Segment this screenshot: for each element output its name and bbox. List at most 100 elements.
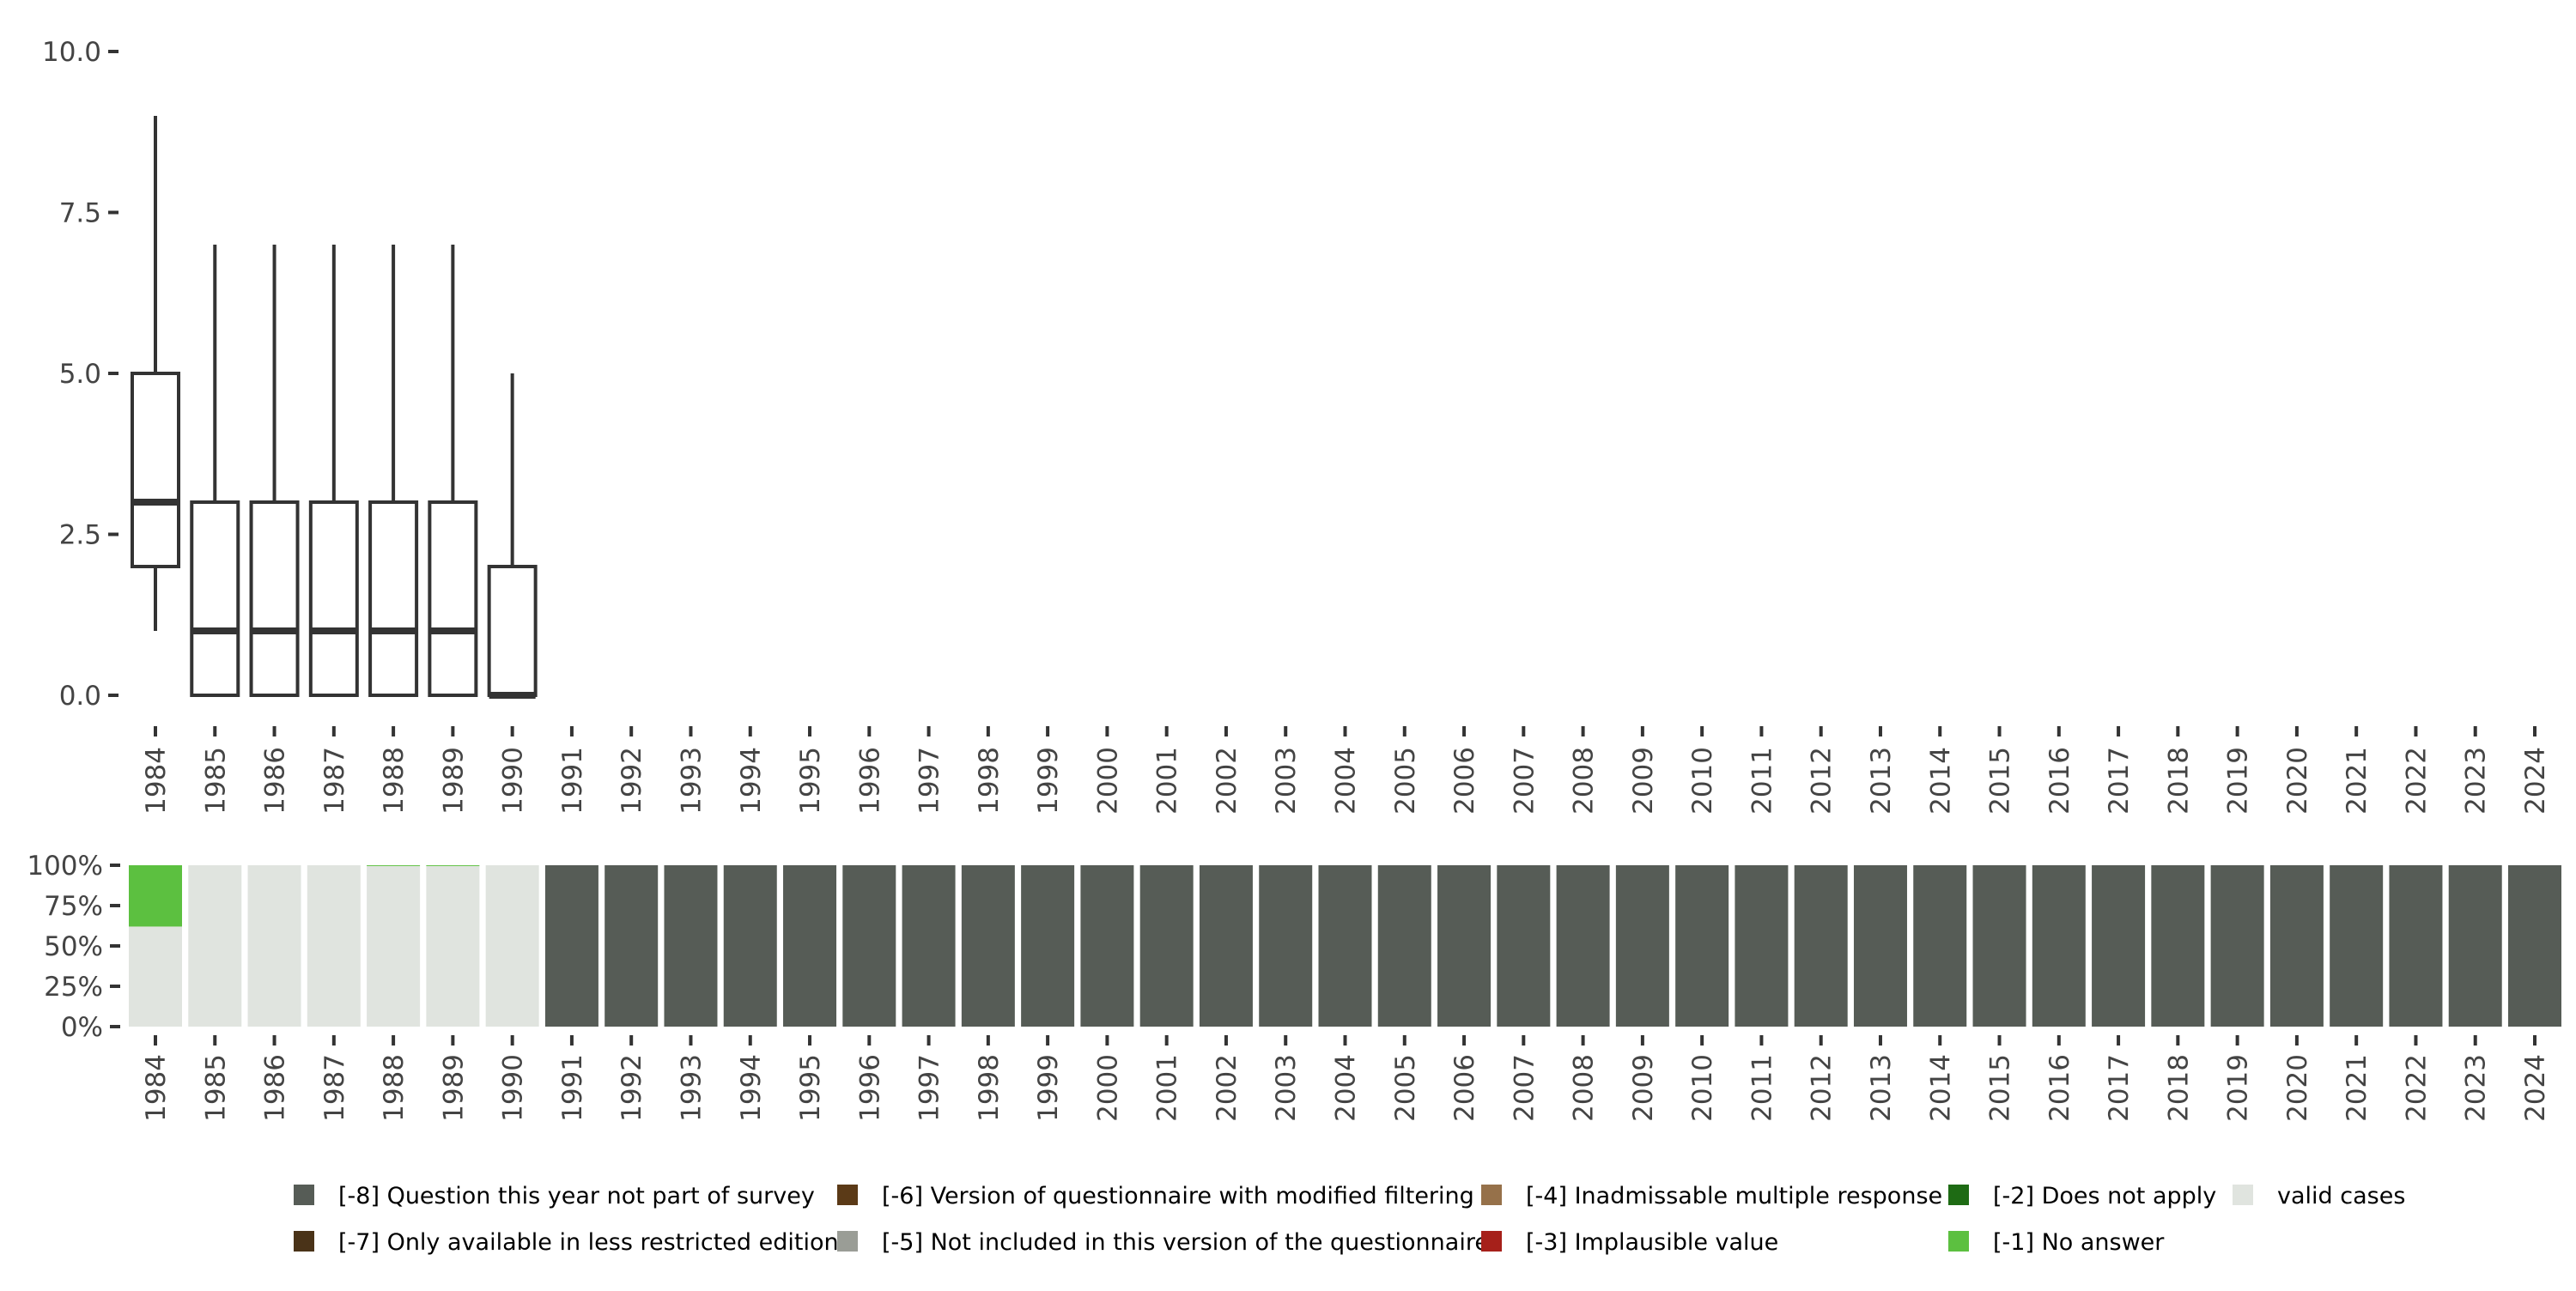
bar-segment [2032, 865, 2086, 1027]
x-tick-label: 2008 [1569, 747, 1600, 815]
x-tick-label: 2018 [2163, 1054, 2194, 1122]
y-tick-label: 10.0 [42, 37, 101, 68]
bar-segment [1972, 865, 2026, 1027]
x-tick-label: 1985 [200, 1054, 231, 1122]
x-tick-label: 1996 [854, 1054, 885, 1122]
y-tick-label: 0.0 [59, 681, 101, 712]
x-tick-label: 2007 [1509, 1054, 1540, 1122]
legend-swatch [1481, 1231, 1502, 1252]
box [487, 565, 538, 697]
x-tick-label: 1995 [795, 747, 826, 815]
x-tick-label: 2023 [2461, 747, 2492, 815]
legend-swatch [1948, 1185, 1969, 1205]
bar-segment [2389, 865, 2443, 1027]
x-tick-label: 1991 [557, 747, 588, 815]
x-tick-label: 1985 [200, 747, 231, 815]
x-tick-label: 2015 [1985, 747, 2016, 815]
x-tick-label: 2014 [1925, 747, 1956, 815]
bar-segment [129, 865, 182, 927]
bar-segment [1021, 865, 1075, 1027]
x-tick-label: 2000 [1092, 1054, 1123, 1122]
bar-segment [1556, 865, 1610, 1027]
x-tick-label: 1998 [974, 747, 1005, 815]
x-tick-label: 1994 [736, 1054, 767, 1122]
legend-label: [-5] Not included in this version of the… [882, 1229, 1489, 1256]
x-tick-label: 2022 [2401, 747, 2432, 815]
x-tick-label: 2009 [1628, 747, 1659, 815]
x-tick-label: 1987 [319, 1054, 350, 1122]
x-tick-label: 2017 [2104, 1054, 2135, 1122]
bar-segment [605, 865, 659, 1027]
x-tick-label: 2022 [2401, 1054, 2432, 1122]
bar-segment [902, 865, 956, 1027]
bar-segment [842, 865, 896, 1027]
y-tick-label: 5.0 [59, 359, 101, 390]
x-tick-label: 1994 [736, 747, 767, 815]
x-tick-label: 1997 [914, 1054, 945, 1122]
bar-segment [367, 865, 421, 1027]
x-tick-label: 1991 [557, 1054, 588, 1122]
x-tick-label: 2010 [1687, 1054, 1718, 1122]
x-tick-label: 2008 [1569, 1054, 1600, 1122]
y-tick-label: 75% [44, 891, 103, 922]
x-tick-label: 2016 [2044, 1054, 2075, 1122]
x-tick-label: 1993 [676, 1054, 707, 1122]
x-tick-label: 1997 [914, 747, 945, 815]
x-tick-label: 2012 [1807, 1054, 1838, 1122]
bar-segment [1675, 865, 1729, 1027]
legend-label: [-6] Version of questionnaire with modif… [882, 1183, 1474, 1209]
y-tick-label: 7.5 [59, 198, 101, 229]
x-tick-label: 2000 [1092, 747, 1123, 815]
x-tick-label: 1998 [974, 1054, 1005, 1122]
x-tick-label: 2021 [2342, 1054, 2372, 1122]
x-tick-label: 1984 [141, 1054, 172, 1122]
legend-label: [-4] Inadmissable multiple response [1526, 1183, 1942, 1209]
bar-segment [544, 865, 598, 1027]
legend-swatch [2233, 1185, 2253, 1205]
x-tick-label: 2021 [2342, 747, 2372, 815]
legend-swatch [837, 1185, 858, 1205]
x-tick-label: 2013 [1866, 1054, 1897, 1122]
x-tick-label: 1996 [854, 747, 885, 815]
bar-segment [1437, 865, 1492, 1027]
x-tick-label: 2001 [1152, 747, 1183, 815]
bar-segment [1080, 865, 1134, 1027]
y-tick-label: 2.5 [59, 520, 101, 551]
x-tick-label: 2012 [1807, 747, 1838, 815]
bar-segment [2508, 865, 2561, 1027]
bar-segment [1377, 865, 1431, 1027]
y-tick-label: 50% [44, 931, 103, 962]
x-tick-label: 2014 [1925, 1054, 1956, 1122]
bar-segment [1199, 865, 1253, 1027]
x-tick-label: 2020 [2282, 1054, 2313, 1122]
legend-label: [-8] Question this year not part of surv… [338, 1183, 815, 1209]
x-tick-label: 1986 [260, 1054, 291, 1122]
legend-label: [-2] Does not apply [1993, 1183, 2216, 1209]
x-tick-label: 2002 [1212, 1054, 1242, 1122]
x-tick-label: 1992 [617, 1054, 647, 1122]
x-tick-label: 1988 [379, 1054, 410, 1122]
y-tick-label: 100% [27, 851, 103, 882]
bar-segment [1318, 865, 1372, 1027]
box [249, 500, 300, 697]
x-tick-label: 2019 [2223, 747, 2254, 815]
x-tick-label: 2015 [1985, 1054, 2016, 1122]
x-tick-label: 2005 [1390, 747, 1421, 815]
x-tick-label: 2016 [2044, 747, 2075, 815]
bar-segment [961, 865, 1015, 1027]
x-tick-label: 2001 [1152, 1054, 1183, 1122]
x-tick-label: 2011 [1747, 1054, 1777, 1122]
legend-label: [-1] No answer [1993, 1229, 2165, 1256]
bar-segment [485, 865, 539, 1027]
boxplot-panel: 0.0 2.5 5.0 7.5 10.0 1984 1985 1986 1987 1988 1989… [42, 37, 2551, 815]
x-tick-label: 2018 [2163, 747, 2194, 815]
bar-segment [2448, 865, 2502, 1027]
x-tick-label: 2003 [1271, 1054, 1302, 1122]
x-tick-label: 1988 [379, 747, 410, 815]
legend-label: valid cases [2277, 1183, 2405, 1209]
x-tick-label: 2004 [1331, 747, 1362, 815]
x-tick-label: 2006 [1449, 747, 1480, 815]
bar-segment [426, 865, 480, 1027]
x-tick-label: 2009 [1628, 1054, 1659, 1122]
